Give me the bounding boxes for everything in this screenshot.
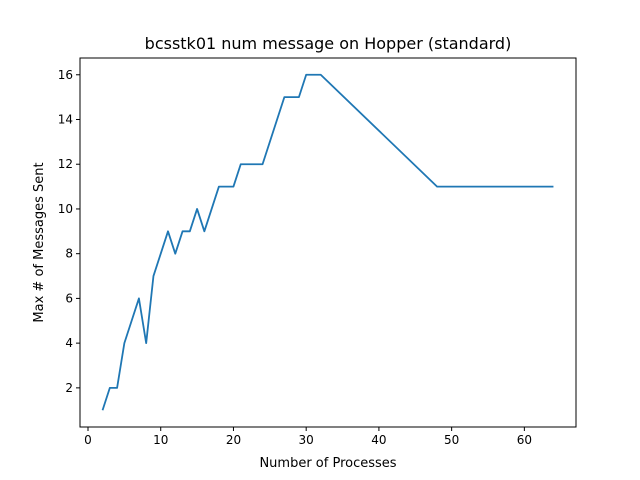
axes-frame bbox=[79, 57, 577, 428]
series-layer bbox=[101, 73, 554, 411]
y-tick-label-3: 8 bbox=[65, 247, 73, 261]
y-axis-ticks: 2 4 6 8 10 12 14 16 bbox=[58, 68, 80, 395]
x-tick-label-1: 10 bbox=[153, 433, 168, 447]
x-tick-label-0: 0 bbox=[84, 433, 92, 447]
y-tick-label-7: 16 bbox=[58, 68, 73, 82]
y-tick-label-5: 12 bbox=[58, 157, 73, 171]
y-tick-label-2: 6 bbox=[65, 291, 73, 305]
x-tick-label-2: 20 bbox=[226, 433, 241, 447]
x-tick-label-6: 60 bbox=[517, 433, 532, 447]
y-axis-label: Max # of Messages Sent bbox=[32, 162, 47, 322]
chart-title: bcsstk01 num message on Hopper (standard… bbox=[145, 34, 512, 53]
x-tick-label-3: 30 bbox=[299, 433, 314, 447]
y-tick-label-4: 10 bbox=[58, 202, 73, 216]
x-axis-ticks: 0 10 20 30 40 50 60 bbox=[84, 427, 532, 447]
plot-area bbox=[79, 57, 577, 428]
y-tick-label-6: 14 bbox=[58, 113, 73, 127]
series-line-0 bbox=[101, 73, 554, 411]
x-tick-label-5: 50 bbox=[444, 433, 459, 447]
x-tick-label-4: 40 bbox=[371, 433, 386, 447]
x-axis-label: Number of Processes bbox=[259, 456, 396, 471]
y-tick-label-1: 4 bbox=[65, 336, 73, 350]
y-tick-label-0: 2 bbox=[65, 381, 73, 395]
